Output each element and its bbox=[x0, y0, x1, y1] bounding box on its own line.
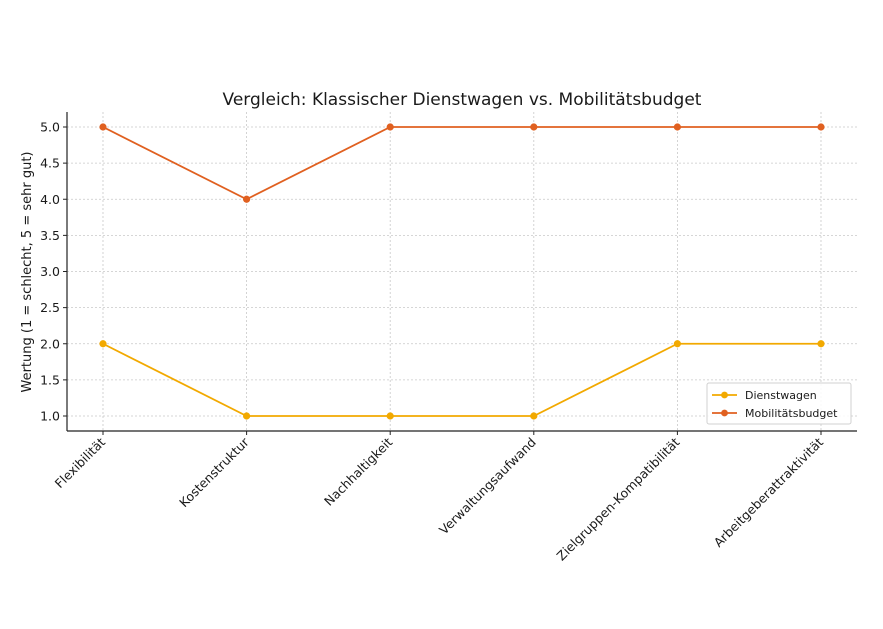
x-tick-label: Nachhaltigkeit bbox=[321, 434, 395, 508]
x-tick-label: Arbeitgeberattraktivität bbox=[711, 434, 827, 550]
x-tick-label: Zielgruppen-Kompatibilität bbox=[554, 434, 683, 563]
grid bbox=[67, 112, 857, 431]
data-point bbox=[386, 123, 394, 131]
series-group bbox=[99, 123, 825, 420]
y-axis-ticks: 1.0 1.5 2.0 2.5 3.0 3.5 4.0 4.5 5.0 bbox=[40, 120, 67, 424]
x-tick-label: Kostenstruktur bbox=[176, 434, 252, 510]
y-tick-label: 4.0 bbox=[40, 192, 60, 207]
x-axis-ticks: Flexibilität Kostenstruktur Nachhaltigkeit… bbox=[52, 431, 827, 563]
x-tick-label: Verwaltungsaufwand bbox=[436, 435, 539, 538]
data-point bbox=[530, 123, 538, 131]
y-tick-label: 3.5 bbox=[40, 228, 60, 243]
legend-label: Mobilitätsbudget bbox=[745, 407, 838, 420]
y-tick-label: 1.5 bbox=[40, 372, 60, 387]
series-line bbox=[102, 342, 821, 417]
legend-marker bbox=[721, 391, 728, 399]
y-tick-label: 1.0 bbox=[40, 409, 60, 424]
data-point bbox=[386, 412, 394, 420]
data-point bbox=[243, 412, 251, 420]
data-point bbox=[673, 340, 682, 348]
chart-title: Vergleich: Klassischer Dienstwagen vs. M… bbox=[223, 90, 702, 110]
series-mobilitätsbudget bbox=[99, 123, 825, 203]
series-dienstwagen bbox=[99, 340, 825, 420]
data-point bbox=[99, 123, 107, 131]
data-point bbox=[817, 340, 825, 348]
data-point bbox=[817, 123, 825, 131]
y-tick-label: 4.5 bbox=[40, 156, 60, 171]
legend-box bbox=[706, 382, 852, 425]
data-point bbox=[530, 412, 538, 420]
series-line bbox=[102, 126, 821, 201]
legend-label: Dienstwagen bbox=[745, 389, 817, 402]
y-axis-label: Wertung (1 = schlecht, 5 = sehr gut) bbox=[20, 152, 35, 393]
x-tick-label: Flexibilität bbox=[52, 434, 109, 491]
data-point bbox=[673, 123, 682, 131]
legend-marker bbox=[721, 409, 728, 417]
y-tick-label: 2.5 bbox=[40, 300, 60, 315]
y-tick-label: 2.0 bbox=[40, 336, 60, 351]
data-point bbox=[243, 195, 251, 203]
y-tick-label: 3.0 bbox=[40, 264, 60, 279]
data-point bbox=[99, 340, 107, 348]
y-tick-label: 5.0 bbox=[40, 120, 60, 135]
legend: Dienstwagen Mobilitätsbudget bbox=[706, 382, 852, 425]
